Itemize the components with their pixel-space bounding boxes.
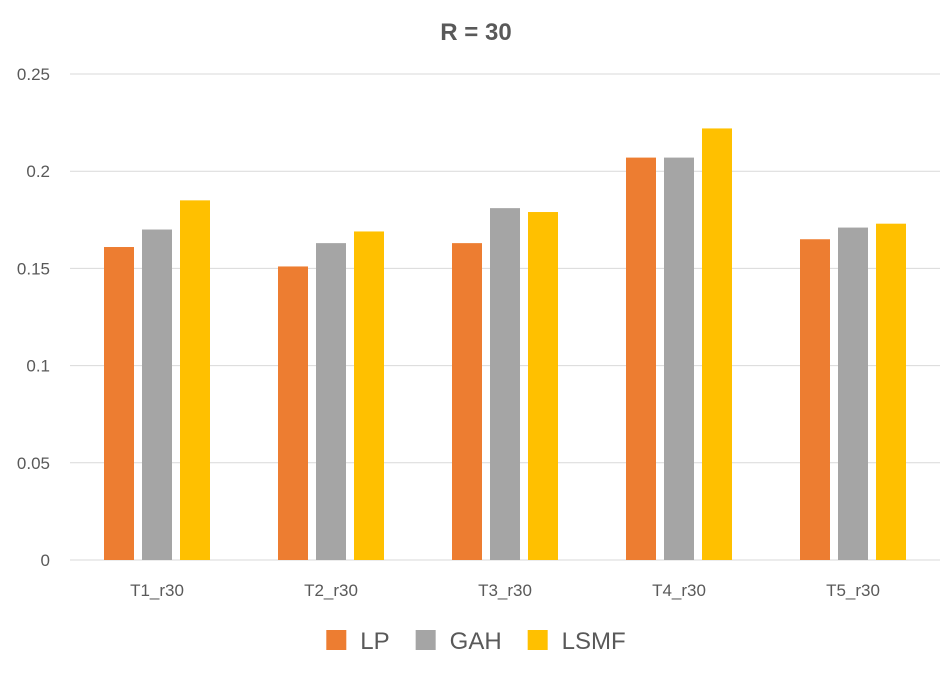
chart-title: R = 30 [440, 19, 511, 46]
legend-label-lp: LP [360, 628, 389, 655]
y-axis-ticks: 0 0.05 0.1 0.15 0.2 0.25 [17, 65, 50, 570]
legend-label-gah: GAH [450, 628, 502, 655]
x-axis-ticks: T1_r30 T2_r30 T3_r30 T4_r30 T5_r30 [130, 581, 880, 600]
y-tick-label: 0.25 [17, 65, 50, 84]
legend-swatch-lp [326, 630, 347, 650]
bar-lp-t4_r30 [626, 157, 656, 561]
x-tick-label: T5_r30 [826, 581, 880, 600]
bar-lsmf-t4_r30 [702, 128, 732, 560]
y-tick-label: 0 [41, 551, 50, 570]
x-tick-label: T4_r30 [652, 581, 706, 600]
bar-lsmf-t2_r30 [354, 231, 384, 561]
bar-lsmf-t3_r30 [528, 212, 558, 561]
bar-gah-t2_r30 [316, 243, 346, 561]
y-tick-label: 0.15 [17, 259, 50, 278]
legend-swatch-lsmf [527, 630, 548, 650]
bar-gah-t4_r30 [664, 157, 694, 561]
x-tick-label: T1_r30 [130, 581, 184, 600]
bar-lp-t1_r30 [104, 247, 134, 561]
bar-gah-t3_r30 [490, 208, 520, 561]
y-tick-label: 0.2 [26, 162, 50, 181]
bar-lsmf-t5_r30 [876, 223, 906, 561]
bar-lsmf-t1_r30 [180, 200, 210, 561]
x-tick-label: T3_r30 [478, 581, 532, 600]
y-tick-label: 0.1 [26, 357, 50, 376]
legend: LP GAH LSMF [326, 628, 626, 655]
bar-lp-t3_r30 [452, 243, 482, 561]
bars [104, 128, 906, 561]
bar-gah-t5_r30 [838, 227, 868, 561]
bar-lp-t5_r30 [800, 239, 830, 561]
legend-label-lsmf: LSMF [562, 628, 626, 655]
x-tick-label: T2_r30 [304, 581, 358, 600]
bar-lp-t2_r30 [278, 266, 308, 560]
y-tick-label: 0.05 [17, 454, 50, 473]
bar-gah-t1_r30 [142, 229, 172, 560]
legend-swatch-gah [415, 630, 436, 650]
